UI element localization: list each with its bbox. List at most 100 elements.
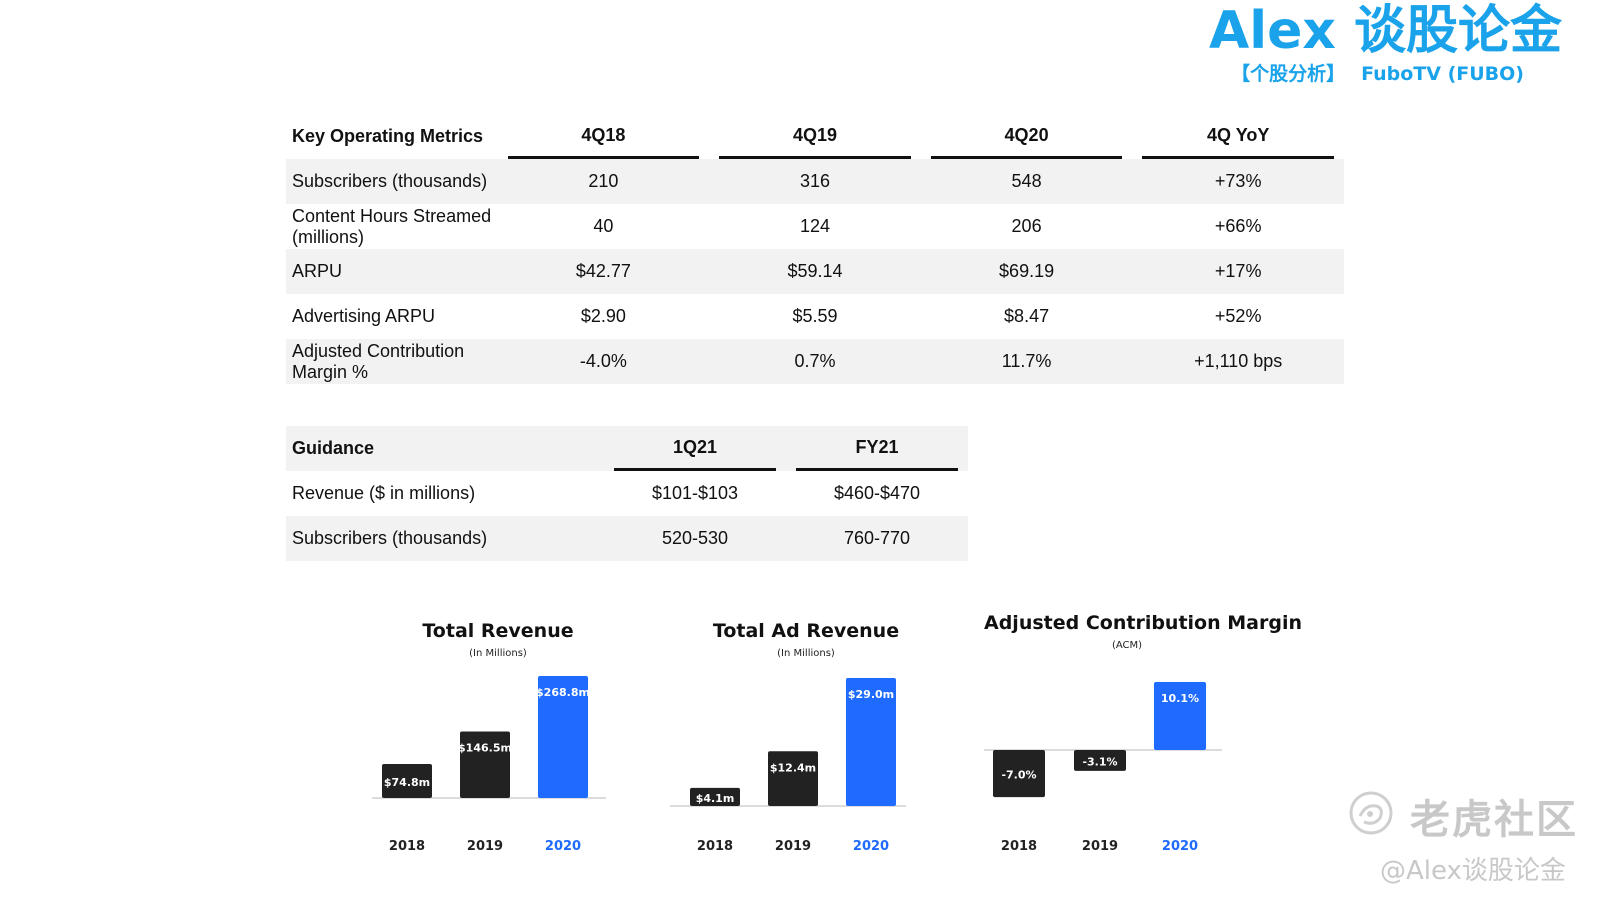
table-header-cell: 4Q18: [498, 114, 710, 159]
table-header-cell: Key Operating Metrics: [292, 126, 484, 146]
table-row: Revenue ($ in millions) $101-$103 $460-$…: [286, 471, 968, 516]
table-header-cell: FY21: [786, 426, 968, 471]
table-cell: Content Hours Streamed (millions): [292, 205, 492, 247]
table-header-cell: Guidance: [286, 426, 604, 471]
table-row: Advertising ARPU $2.90 $5.59 $8.47 +52%: [286, 294, 1344, 339]
adjusted-contribution-margin-plot: -7.0% 2018 -3.1% 2019 10.1% 2020: [984, 682, 1222, 854]
chart-title: Total Ad Revenue: [712, 620, 900, 642]
category-label: 2018: [697, 839, 733, 854]
table-cell: 760-770: [786, 516, 968, 561]
chart-subtitle: (ACM): [1111, 640, 1143, 651]
table-cell: $460-$470: [833, 483, 921, 503]
adjusted-contribution-margin-chart: Adjusted Contribution Margin (ACM) -7.0%…: [984, 600, 1302, 880]
table-row: ARPU $42.77 $59.14 $69.19 +17%: [286, 249, 1344, 294]
bar-2020: [1154, 682, 1206, 750]
bar-2020: [538, 676, 588, 798]
category-label: 2018: [389, 839, 425, 854]
table-cell: $69.19: [920, 249, 1133, 294]
table-cell: ARPU: [286, 249, 498, 294]
table-cell: $5.59: [792, 306, 838, 326]
table-cell: 520-530: [604, 516, 786, 561]
table-header-row: Key Operating Metrics 4Q18 4Q19 4Q20 4Q …: [286, 114, 1344, 159]
table-cell: Subscribers (thousands): [286, 159, 498, 204]
table-row: Subscribers (thousands) 210 316 548 +73%: [286, 159, 1344, 204]
table-cell: $2.90: [580, 306, 626, 326]
bar-value-label: $74.8m: [384, 776, 430, 789]
bar-value-label: $268.8m: [536, 686, 590, 699]
table-row: Adjusted Contribution Margin % -4.0% 0.7…: [286, 339, 1344, 384]
table-cell: 40: [593, 216, 614, 236]
total-ad-revenue-chart: Total Ad Revenue (In Millions) $4.1m 2018…: [670, 600, 928, 880]
guidance-table: Guidance 1Q21 FY21 Revenue ($ in million…: [286, 426, 968, 561]
bar-2018: [382, 764, 432, 798]
table-header-label: FY21: [796, 426, 958, 471]
bar-value-label: 10.1%: [1161, 692, 1199, 705]
watermark-handle: @Alex谈股论金: [1380, 856, 1566, 886]
table-header-label: 1Q21: [614, 426, 776, 471]
table-cell: +17%: [1132, 249, 1344, 294]
watermark-name: 老虎社区: [1410, 797, 1578, 843]
bar-2018: [993, 750, 1045, 798]
total-revenue-chart: Total Revenue (In Millions) $74.8m 2018 $1…: [372, 600, 620, 880]
bar-2019: [1074, 750, 1126, 771]
tiger-community-logo-icon: [1349, 791, 1393, 835]
table-header-cell: 4Q20: [921, 114, 1133, 159]
table-cell: -4.0%: [497, 339, 710, 384]
table-header-cell: 1Q21: [604, 426, 786, 471]
category-label: 2019: [1082, 839, 1118, 854]
bar-value-label: $29.0m: [848, 688, 894, 701]
table-header-label: 4Q18: [507, 114, 700, 159]
category-label: 2020: [1162, 839, 1198, 854]
table-header-label: 4Q20: [930, 114, 1123, 159]
bar-value-label: -3.1%: [1082, 755, 1117, 768]
brand-subtitle-ticker: FuboTV (FUBO): [1361, 63, 1524, 85]
table-cell: $59.14: [709, 249, 921, 294]
category-label: 2020: [545, 839, 581, 854]
bar-2019: [460, 731, 510, 798]
bar-value-label: $146.5m: [458, 742, 512, 755]
chart-subtitle: (In Millions): [777, 648, 835, 659]
table-cell: 0.7%: [709, 339, 921, 384]
table-cell: 548: [920, 159, 1133, 204]
chart-title: Adjusted Contribution Margin: [984, 612, 1302, 634]
table-cell: Advertising ARPU: [292, 306, 436, 326]
total-revenue-plot: $74.8m 2018 $146.5m 2019 $268.8m 2020: [372, 676, 606, 854]
table-header-cell: 4Q YoY: [1132, 114, 1344, 159]
table-cell: +66%: [1214, 216, 1262, 236]
table-cell: $101-$103: [651, 483, 739, 503]
table-cell: Revenue ($ in millions): [292, 483, 476, 503]
table-row: Subscribers (thousands) 520-530 760-770: [286, 516, 968, 561]
table-cell: Adjusted Contribution Margin %: [286, 339, 498, 384]
category-label: 2019: [467, 839, 503, 854]
table-header-cell: 4Q19: [709, 114, 921, 159]
bar-2019: [768, 751, 818, 806]
table-row: Content Hours Streamed (millions) 40 124…: [286, 204, 1344, 249]
table-header-row: Guidance 1Q21 FY21: [286, 426, 968, 471]
table-cell: $42.77: [497, 249, 710, 294]
table-cell: 316: [709, 159, 921, 204]
bar-2020: [846, 678, 896, 806]
chart-subtitle: (In Millions): [469, 648, 527, 659]
bar-2018: [690, 787, 740, 806]
total-ad-revenue-plot: $4.1m 2018 $12.4m 2019 $29.0m 2020: [670, 678, 906, 854]
table-cell: +1,110 bps: [1132, 339, 1344, 384]
table-cell: 210: [497, 159, 710, 204]
table-cell: Subscribers (thousands): [286, 516, 604, 561]
category-label: 2018: [1001, 839, 1037, 854]
table-cell: +73%: [1132, 159, 1344, 204]
table-cell: 124: [799, 216, 830, 236]
bar-value-label: -7.0%: [1001, 769, 1036, 782]
brand-subtitle-category: 【个股分析】: [1231, 63, 1346, 85]
chart-title: Total Revenue: [422, 620, 574, 642]
category-label: 2019: [775, 839, 811, 854]
bar-value-label: $12.4m: [770, 761, 816, 774]
table-cell: 11.7%: [920, 339, 1133, 384]
table-cell: 206: [1011, 216, 1042, 236]
table-cell: +52%: [1214, 306, 1262, 326]
brand-subtitle: 【个股分析】 FuboTV (FUBO): [1231, 62, 1524, 86]
brand-title: Alex 谈股论金: [1209, 1, 1562, 61]
bar-value-label: $4.1m: [696, 792, 735, 805]
table-cell: $8.47: [1004, 306, 1050, 326]
table-header-label: 4Q19: [719, 114, 911, 159]
table-header-label: 4Q YoY: [1142, 114, 1334, 159]
